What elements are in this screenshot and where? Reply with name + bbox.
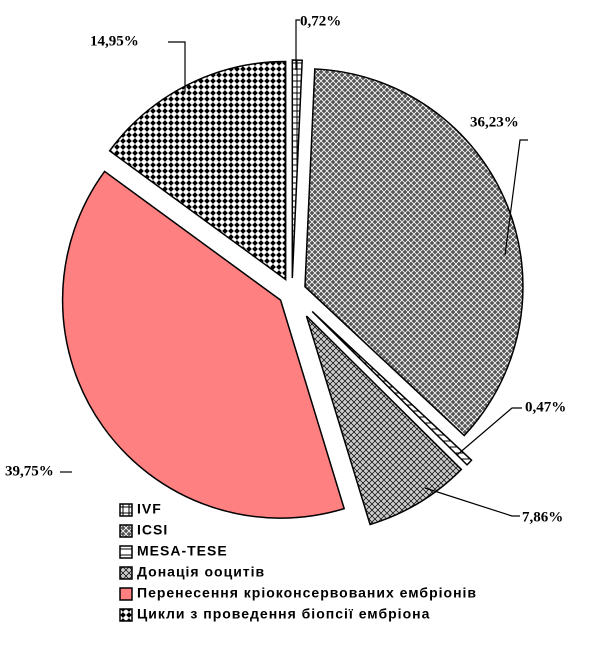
legend-label: ICSI: [137, 522, 168, 538]
legend-label: MESA-TESE: [137, 543, 228, 559]
data-label: 0,72%: [300, 13, 341, 29]
pie-slice: [291, 59, 303, 279]
data-label: 0,47%: [525, 399, 566, 415]
data-label: 39,75%: [5, 463, 54, 479]
legend-swatch: [119, 587, 133, 601]
leader-line: [504, 139, 528, 256]
data-label: 7,86%: [522, 509, 563, 525]
leader-line: [168, 41, 186, 92]
legend-swatch: [119, 566, 133, 580]
data-label: 14,95%: [90, 33, 139, 49]
legend-label: Перенесення кріоконсервованих ембріонів: [137, 585, 477, 601]
leader-line: [424, 487, 520, 517]
legend-swatch: [119, 545, 133, 559]
pie-slice: [61, 170, 346, 519]
data-label: 36,23%: [470, 114, 519, 130]
legend-label: Донація ооцитів: [137, 564, 265, 580]
pie-slice: [305, 315, 463, 526]
pie-slice: [108, 60, 287, 281]
legend-swatch: [119, 608, 133, 622]
leader-line: [295, 19, 300, 70]
pie-slice: [311, 310, 473, 466]
legend-label: IVF: [137, 501, 162, 517]
legend-label: Цикли з проведення біопсії ембріона: [137, 606, 430, 622]
leader-line: [456, 407, 522, 456]
pie-slice: [304, 68, 524, 437]
legend-swatch: [119, 503, 133, 517]
legend-swatch: [119, 524, 133, 538]
